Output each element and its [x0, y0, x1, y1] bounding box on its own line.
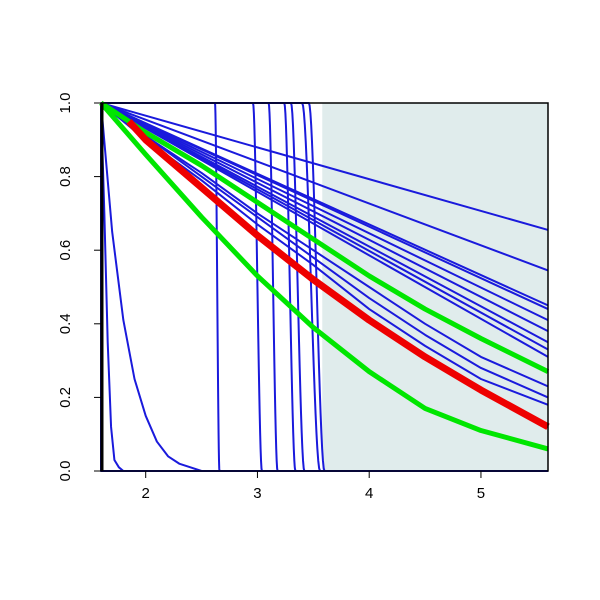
- series-line-decay-9: [100, 102, 213, 472]
- series-line-green-23: [99, 101, 549, 452]
- series-line-red-24: [126, 119, 550, 430]
- y-tick-label: 1.0: [57, 93, 74, 114]
- y-tick-label: 0.8: [57, 166, 74, 187]
- y-tick-label: 0.4: [57, 313, 74, 334]
- y-tick-label: 0.2: [57, 387, 74, 408]
- series-line-decay-8: [100, 102, 124, 472]
- series-line-curve-20: [100, 102, 549, 399]
- series-line-linear-14: [100, 102, 549, 322]
- x-tick-label: 4: [365, 485, 373, 502]
- x-tick-label: 5: [477, 485, 485, 502]
- series-line-green-22: [99, 100, 550, 374]
- x-axis: 2 3 4 5: [142, 471, 485, 502]
- series-line-linear-16: [100, 102, 549, 344]
- series-line-linear-10: [100, 102, 549, 231]
- series-line-linear-17: [100, 102, 549, 351]
- series-line-linear-13: [100, 102, 549, 310]
- series-line-linear-15: [100, 102, 549, 333]
- x-tick-label: 3: [253, 485, 261, 502]
- series-line-curve-21: [100, 102, 549, 388]
- y-tick-label: 0.0: [57, 461, 74, 482]
- y-axis: 0.0 0.2 0.4 0.6 0.8 1.0: [57, 93, 101, 482]
- y-tick-label: 0.6: [57, 240, 74, 261]
- series-line-linear-18: [100, 102, 549, 358]
- series-line-linear-11: [100, 102, 549, 272]
- x-tick-label: 2: [142, 485, 150, 502]
- plot-box: [100, 102, 549, 472]
